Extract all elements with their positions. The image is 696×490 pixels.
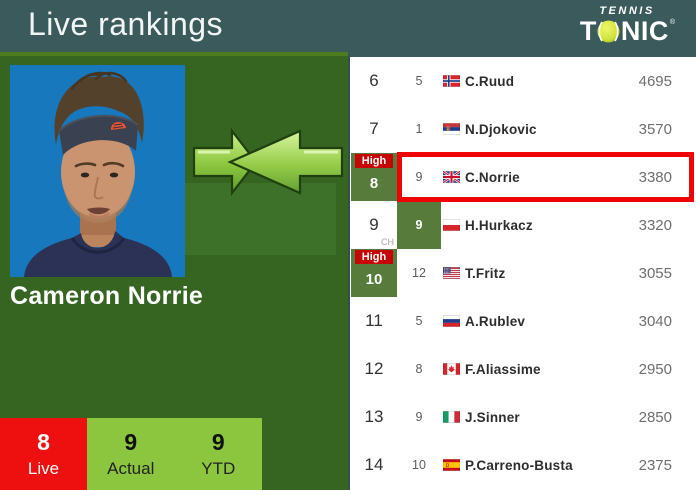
flag-italy-icon: [442, 411, 461, 423]
live-rank-value: 8: [37, 429, 50, 455]
ranking-row[interactable]: 9 CH 9 H.Hurkacz 3320: [350, 201, 696, 249]
rank-cell: 7: [351, 105, 397, 153]
ranking-player-name: J.Sinner: [465, 409, 520, 425]
points-value: 3040: [638, 312, 672, 330]
ytd-rank-value: 9: [211, 429, 225, 455]
rank-number: 14: [364, 455, 384, 474]
career-high-number: 5: [415, 74, 423, 88]
ytd-rank-cell: 9 YTD: [175, 418, 263, 490]
ranking-row[interactable]: High 8 9 C.Norrie 3380: [350, 152, 696, 202]
career-high-number: 9: [415, 410, 423, 424]
header-bar: Live rankings TENNIS T: [0, 0, 696, 52]
player-name: Cameron Norrie: [10, 282, 204, 310]
ranking-player-name: A.Rublev: [465, 313, 526, 329]
career-high-number: 5: [415, 314, 423, 328]
ranking-row[interactable]: 11 5 A.Rublev 3040: [350, 297, 696, 345]
flag-canada-icon: [442, 363, 461, 375]
rankings-table: 6 5 C.Ruud 4695 7 1 N.Djokovic 3570 High…: [348, 52, 696, 490]
flag-poland-icon: [442, 219, 461, 231]
career-high-tag: CH: [381, 237, 394, 247]
flag-serbia-icon: [442, 123, 461, 135]
rank-cell: 12: [351, 345, 397, 393]
ranking-player-name: T.Fritz: [465, 265, 506, 281]
rank-number: 9: [369, 215, 379, 234]
registered-mark: ®: [669, 19, 676, 26]
points-value: 2375: [638, 456, 672, 474]
rank-number: 8: [369, 175, 379, 192]
career-high-number: 8: [415, 362, 423, 376]
rank-cell: 13: [351, 393, 397, 441]
points-value: 4695: [638, 72, 672, 90]
ranking-row[interactable]: High 10 12 T.Fritz 3055: [350, 249, 696, 297]
career-high-number: 9: [415, 170, 423, 184]
ranking-row[interactable]: 6 5 C.Ruud 4695: [350, 57, 696, 105]
career-high-number: 1: [415, 122, 423, 136]
flag-russia-icon: [442, 315, 461, 327]
rank-summary: 8 Live 9 Actual 9 YTD: [0, 418, 262, 490]
live-rank-label: Live: [27, 459, 60, 478]
actual-rank-cell: 9 Actual: [87, 418, 175, 490]
flag-spain-icon: [442, 459, 461, 471]
rank-number: 12: [364, 359, 384, 378]
logo-t-letter: T: [579, 16, 597, 46]
logo-nic-letters: NIC: [620, 16, 669, 46]
rank-cell: 11: [351, 297, 397, 345]
actual-rank-label: Actual: [107, 459, 155, 478]
points-value: 2950: [638, 360, 672, 378]
rank-cell: High 10: [351, 249, 397, 297]
player-photo: [10, 65, 185, 277]
rank-number: 10: [365, 271, 383, 288]
rank-number: 6: [369, 71, 379, 90]
rank-number: 13: [364, 407, 384, 426]
points-value: 3055: [638, 264, 672, 282]
ranking-player-name: P.Carreno-Busta: [465, 457, 573, 473]
rank-cell: 6: [351, 57, 397, 105]
rank-number: 7: [369, 119, 379, 138]
points-value: 2850: [638, 408, 672, 426]
ranking-row[interactable]: 13 9 J.Sinner 2850: [350, 393, 696, 441]
ranking-row[interactable]: 12 8 F.Aliassime 2950: [350, 345, 696, 393]
flag-norway-icon: [442, 75, 461, 87]
ranking-row[interactable]: 14 10 P.Carreno-Busta 2375: [350, 441, 696, 489]
points-value: 3570: [638, 120, 672, 138]
career-high-number: 12: [412, 266, 426, 280]
page-title: Live rankings: [28, 6, 224, 42]
rank-cell: 9 CH: [351, 201, 397, 249]
rank-change-arrows-icon: [192, 127, 344, 197]
official-rank-box: 9 Actual 9 YTD: [87, 418, 262, 490]
points-value: 3320: [638, 216, 672, 234]
ranking-player-name: N.Djokovic: [465, 121, 537, 137]
ranking-row[interactable]: 7 1 N.Djokovic 3570: [350, 105, 696, 153]
ranking-player-name: F.Aliassime: [465, 361, 541, 377]
flag-uk-icon: [442, 170, 461, 184]
tennis-ball-icon: [597, 20, 620, 43]
rank-cell: 14: [351, 441, 397, 489]
arrow-background-patch: [184, 183, 336, 255]
rank-cell: High 8: [351, 153, 397, 201]
points-value: 3380: [638, 168, 672, 186]
high-badge: High: [355, 154, 393, 168]
career-high-number: 10: [412, 458, 426, 472]
ranking-player-name: H.Hurkacz: [465, 217, 533, 233]
ranking-player-name: C.Norrie: [465, 169, 520, 185]
ytd-rank-label: YTD: [201, 459, 236, 478]
flag-usa-icon: [442, 267, 461, 279]
career-high-number: 9: [397, 201, 441, 249]
ranking-player-name: C.Ruud: [465, 73, 515, 89]
logo-tennis-text: TENNIS: [599, 5, 655, 17]
high-badge: High: [355, 250, 393, 264]
rank-number: 11: [365, 311, 383, 330]
actual-rank-value: 9: [124, 429, 138, 455]
tennis-tonic-logo[interactable]: TENNIS T NIC ®: [572, 5, 682, 47]
live-rank-box: 8 Live: [0, 418, 87, 490]
